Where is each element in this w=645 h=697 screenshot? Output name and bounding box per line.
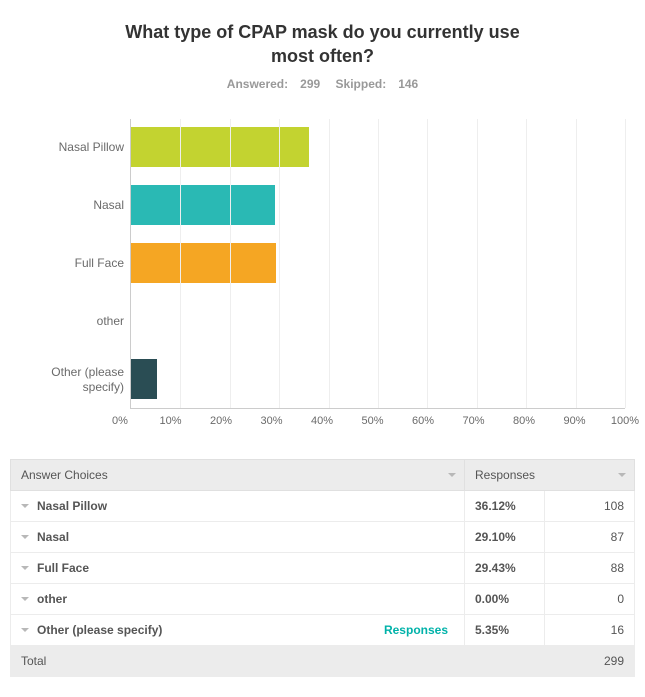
count-cell: 88 [545, 552, 635, 583]
plot-area [130, 119, 625, 409]
total-row: Total 299 [11, 645, 635, 676]
table-row: Full Face 29.43%88 [11, 552, 635, 583]
x-tick: 70% [462, 415, 484, 427]
y-label: Nasal Pillow [20, 119, 124, 177]
choice-cell: Full Face [11, 552, 465, 583]
table-row: Nasal 29.10%87 [11, 521, 635, 552]
y-label: Nasal [20, 177, 124, 235]
pct-cell: 29.43% [465, 552, 545, 583]
choice-label: Nasal Pillow [37, 499, 107, 513]
table-row: other 0.00%0 [11, 583, 635, 614]
x-tick: 40% [311, 415, 333, 427]
y-axis-labels: Nasal PillowNasalFull FaceotherOther (pl… [20, 119, 130, 409]
x-tick: 50% [361, 415, 383, 427]
choice-cell: Nasal Pillow [11, 490, 465, 521]
count-cell: 0 [545, 583, 635, 614]
gridline [625, 119, 626, 408]
choice-label: Nasal [37, 530, 69, 544]
gridline [279, 119, 280, 408]
header-choices-label: Answer Choices [21, 468, 108, 482]
header-responses[interactable]: Responses [465, 459, 635, 490]
bar-chart: Nasal PillowNasalFull FaceotherOther (pl… [10, 119, 635, 409]
answered-label: Answered: [227, 77, 288, 91]
table-row: Other (please specify) Responses 5.35%16 [11, 614, 635, 645]
skipped-label: Skipped: [336, 77, 387, 91]
pct-cell: 36.12% [465, 490, 545, 521]
gridline [576, 119, 577, 408]
x-tick: 60% [412, 415, 434, 427]
total-label: Total [11, 645, 545, 676]
choice-cell: Nasal [11, 521, 465, 552]
count-cell: 108 [545, 490, 635, 521]
x-tick: 80% [513, 415, 535, 427]
total-value: 299 [545, 645, 635, 676]
chevron-down-icon[interactable] [21, 535, 29, 539]
x-tick: 100% [611, 415, 639, 427]
skipped-count: 146 [398, 77, 418, 91]
x-axis: 0%10%20%30%40%50%60%70%80%90%100% [120, 415, 635, 433]
header-responses-label: Responses [475, 468, 535, 482]
chevron-down-icon[interactable] [21, 566, 29, 570]
y-label: Other (please specify) [20, 351, 124, 409]
pct-cell: 0.00% [465, 583, 545, 614]
choice-label: other [37, 592, 67, 606]
choice-cell: Other (please specify) Responses [11, 614, 465, 645]
gridline [329, 119, 330, 408]
responses-link[interactable]: Responses [384, 623, 448, 637]
x-tick: 30% [260, 415, 282, 427]
y-label: other [20, 293, 124, 351]
gridline [180, 119, 181, 408]
bar[interactable] [131, 359, 157, 399]
chevron-down-icon[interactable] [21, 597, 29, 601]
count-cell: 16 [545, 614, 635, 645]
chart-meta: Answered: 299 Skipped: 146 [10, 77, 635, 91]
gridline [230, 119, 231, 408]
choice-cell: other [11, 583, 465, 614]
y-label: Full Face [20, 235, 124, 293]
chevron-down-icon [448, 473, 456, 477]
count-cell: 87 [545, 521, 635, 552]
x-tick: 20% [210, 415, 232, 427]
pct-cell: 29.10% [465, 521, 545, 552]
choice-label: Full Face [37, 561, 89, 575]
gridline [378, 119, 379, 408]
bar[interactable] [131, 127, 309, 167]
results-table: Answer Choices Responses Nasal Pillow 36.… [10, 459, 635, 677]
gridline [427, 119, 428, 408]
chart-title: What type of CPAP mask do you currently … [103, 20, 543, 69]
gridline [477, 119, 478, 408]
chevron-down-icon[interactable] [21, 504, 29, 508]
answered-count: 299 [300, 77, 320, 91]
bar[interactable] [131, 243, 276, 283]
gridline [526, 119, 527, 408]
header-choices[interactable]: Answer Choices [11, 459, 465, 490]
x-tick: 10% [159, 415, 181, 427]
x-tick: 0% [112, 415, 128, 427]
bar[interactable] [131, 185, 275, 225]
choice-label: Other (please specify) [37, 623, 162, 637]
chevron-down-icon[interactable] [21, 628, 29, 632]
chevron-down-icon [618, 473, 626, 477]
table-row: Nasal Pillow 36.12%108 [11, 490, 635, 521]
x-tick: 90% [563, 415, 585, 427]
pct-cell: 5.35% [465, 614, 545, 645]
